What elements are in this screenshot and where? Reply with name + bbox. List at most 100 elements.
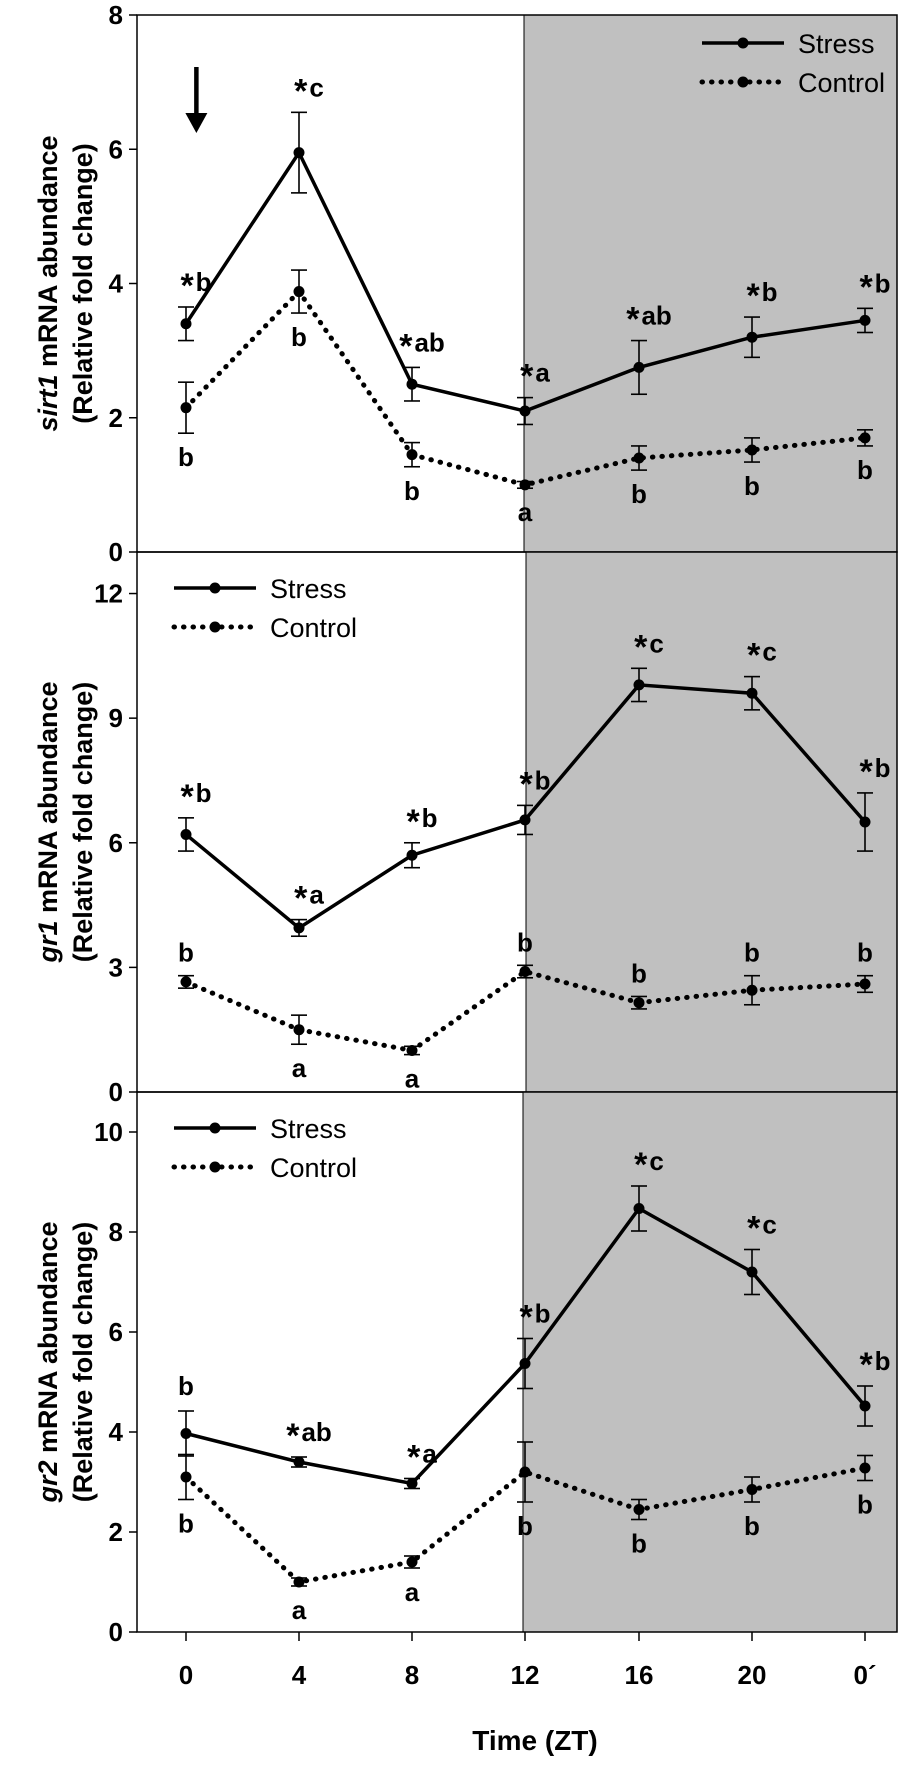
y-tick-label: 9: [109, 703, 123, 733]
significance-letter: b: [762, 277, 778, 307]
arrow-down-icon: [185, 67, 208, 133]
significance-star: *: [747, 1210, 761, 1248]
significance-star: *: [294, 72, 308, 110]
data-point: [859, 314, 871, 326]
significance-star: *: [747, 637, 761, 675]
y-tick-label: 8: [109, 1217, 123, 1247]
y-tick-label: 4: [109, 269, 124, 299]
y-axis-label-line2: (Relative fold change): [68, 682, 98, 963]
significance-label: *c: [747, 1210, 777, 1248]
data-point: [519, 405, 531, 417]
significance-label: b: [178, 938, 194, 968]
significance-star: *: [520, 358, 534, 396]
series-stress: *b*a*b*b*c *c*b: [178, 628, 891, 938]
data-point: [859, 978, 871, 990]
data-point: [519, 966, 531, 978]
significance-label: b: [178, 1371, 194, 1401]
significance-letter: c: [762, 637, 776, 667]
data-point: [519, 814, 531, 826]
data-point: [746, 984, 758, 996]
y-axis-label-gene: gr1: [33, 921, 63, 964]
panel-sirt1: 0 2 4 6 8 sirt1 mRNA abundance (Relative fold …: [33, 0, 898, 567]
legend-marker: [209, 582, 221, 594]
significance-label: *c: [747, 637, 777, 675]
data-point: [180, 976, 192, 988]
y-axis-label: gr1 mRNA abundance: [33, 681, 63, 963]
legend: Stress Control: [171, 574, 357, 643]
significance-label: b: [291, 322, 307, 352]
x-tick-labels: 0 4 8 12 16 20 0´: [179, 1632, 877, 1690]
significance-label: *ab: [626, 301, 672, 339]
series-control: b a a b b b b: [178, 927, 873, 1094]
significance-star: *: [519, 765, 533, 803]
significance-letter: ab: [414, 327, 444, 357]
x-axis-label: Time (ZT): [472, 1725, 597, 1756]
significance-label: *b: [406, 803, 437, 841]
legend: Stress Control: [171, 1114, 357, 1183]
x-tick-label: 0´: [853, 1660, 876, 1690]
arrow-head: [185, 113, 208, 133]
data-point: [746, 1484, 758, 1495]
data-point: [633, 997, 645, 1009]
significance-star: *: [407, 1439, 421, 1477]
significance-star: *: [294, 880, 308, 918]
legend-marker: [737, 76, 749, 88]
significance-label: b: [857, 938, 873, 968]
significance-label: *b: [519, 1299, 550, 1337]
data-point: [293, 1576, 305, 1588]
significance-letter: a: [422, 1439, 437, 1469]
data-point: [746, 687, 758, 699]
significance-letter: c: [309, 72, 323, 102]
significance-label: b: [857, 1490, 873, 1520]
significance-star: *: [859, 753, 873, 791]
data-point: [746, 1266, 758, 1278]
significance-label: a: [405, 1577, 420, 1607]
series-control: b a a b b b b: [178, 1441, 873, 1625]
x-tick-label: 4: [292, 1660, 307, 1690]
significance-letter: c: [649, 1146, 663, 1176]
y-tick-label: 6: [109, 828, 123, 858]
significance-letter: ab: [301, 1417, 331, 1447]
x-axis: 0 4 8 12 16 20 0´ Time (ZT): [179, 1632, 877, 1756]
legend-label-stress: Stress: [270, 574, 347, 604]
data-point: [180, 402, 192, 414]
significance-label: *b: [859, 268, 890, 306]
y-tick-label: 8: [109, 0, 123, 30]
significance-letter: a: [535, 358, 550, 388]
significance-label: *b: [859, 753, 890, 791]
data-point: [633, 1504, 645, 1515]
x-tick-label: 16: [625, 1660, 654, 1690]
data-point: [293, 1456, 305, 1468]
significance-letter: a: [309, 880, 324, 910]
data-point: [633, 452, 645, 464]
legend-marker: [737, 37, 749, 49]
significance-label: b: [631, 479, 647, 509]
series-stress: b*ab*a*b*c*c*b: [178, 1146, 891, 1490]
data-point: [406, 1556, 418, 1568]
data-point: [293, 147, 305, 159]
significance-label: b: [178, 1509, 194, 1539]
significance-star: *: [180, 778, 194, 816]
legend-marker: [209, 621, 221, 633]
y-axis-label: sirt1 mRNA abundance: [33, 135, 63, 431]
significance-label: b: [857, 455, 873, 485]
y-tick-label: 10: [94, 1117, 123, 1147]
x-tick-label: 20: [738, 1660, 767, 1690]
legend-label-stress: Stress: [798, 29, 875, 59]
significance-label: *b: [180, 267, 211, 305]
significance-letter: b: [422, 803, 438, 833]
y-axis-label-line2: (Relative fold change): [68, 143, 98, 424]
y-tick-label: 6: [109, 134, 123, 164]
significance-label: *a: [520, 358, 550, 396]
data-point: [293, 922, 305, 934]
legend-label-control: Control: [270, 613, 357, 643]
data-point: [859, 432, 871, 444]
data-point: [406, 1478, 418, 1489]
data-point: [180, 1471, 192, 1483]
dark-phase-shading: [526, 552, 897, 1092]
data-point: [406, 378, 418, 390]
y-tick-label: 0: [109, 1077, 123, 1107]
